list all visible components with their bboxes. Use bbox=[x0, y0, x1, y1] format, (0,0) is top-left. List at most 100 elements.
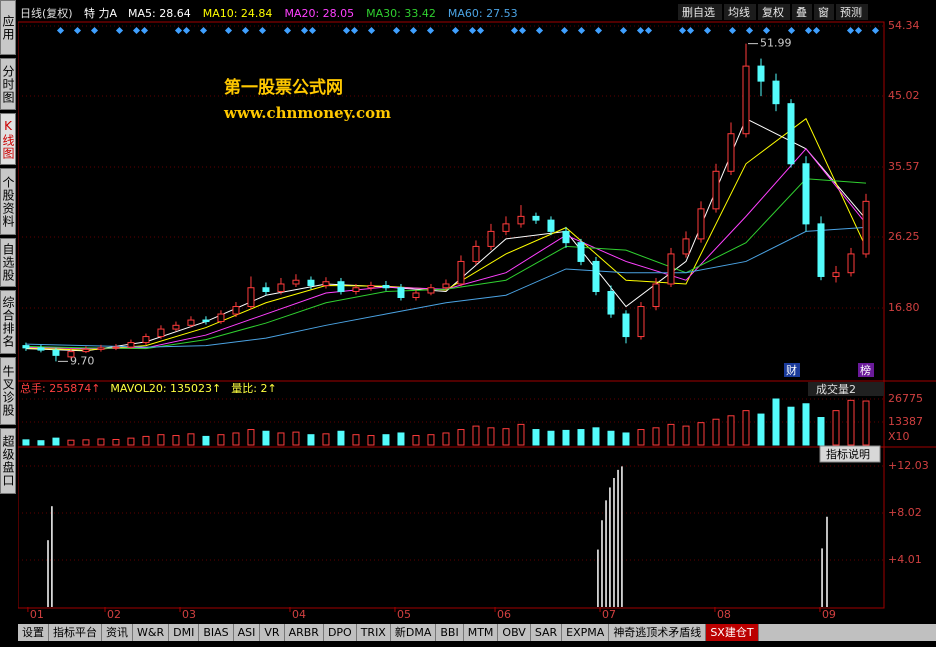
plot-frame bbox=[18, 21, 885, 609]
indicator-tab[interactable]: MTM bbox=[464, 624, 499, 641]
stock-name: 特 力A bbox=[84, 6, 117, 20]
toolbar-button-box[interactable] bbox=[792, 4, 812, 20]
indicator-tab[interactable]: 新DMA bbox=[391, 624, 437, 641]
candle-body bbox=[127, 342, 135, 348]
signal-diamond bbox=[854, 26, 863, 35]
indicator-tab[interactable]: SAR bbox=[531, 624, 563, 641]
signal-diamond bbox=[73, 26, 82, 35]
indicator-tab[interactable]: BIAS bbox=[199, 624, 234, 641]
sidebar-tab[interactable]: K线图 bbox=[0, 113, 16, 165]
volume-bar bbox=[727, 415, 735, 446]
volume-bar bbox=[577, 429, 585, 446]
candle-body bbox=[217, 313, 225, 323]
candle-body bbox=[457, 260, 465, 285]
watermark: 第一股票公式网 bbox=[224, 77, 343, 98]
sidebar-tab[interactable]: 个股资料 bbox=[0, 168, 16, 235]
candle-body bbox=[202, 319, 210, 323]
toolbar-button[interactable]: 窗 bbox=[818, 5, 829, 19]
volume-bar bbox=[592, 427, 600, 446]
volume-bar bbox=[352, 434, 360, 446]
toolbar-button-box[interactable] bbox=[724, 4, 756, 20]
indicator-button-box[interactable] bbox=[819, 445, 881, 463]
low-label: 9.70 bbox=[70, 354, 95, 367]
indicator-tab[interactable]: 资讯 bbox=[102, 624, 133, 641]
indicator-tab[interactable]: W&R bbox=[133, 624, 170, 641]
toolbar-button[interactable]: 删自选 bbox=[682, 6, 715, 19]
signal-diamond bbox=[342, 26, 351, 35]
toolbar-button-box[interactable] bbox=[758, 4, 790, 20]
candle-body bbox=[817, 223, 825, 277]
signal-diamond bbox=[812, 26, 821, 35]
sidebar-tab[interactable]: 自选股 bbox=[0, 238, 16, 287]
x-tick-label: 05 bbox=[397, 608, 411, 621]
volume-bar bbox=[22, 439, 30, 446]
signal-diamond bbox=[392, 26, 401, 35]
indicator-button[interactable]: 指标说明 bbox=[826, 447, 870, 461]
candle-body bbox=[577, 242, 585, 262]
volume-bar bbox=[772, 398, 780, 446]
sidebar-tab[interactable]: 超级盘口 bbox=[0, 428, 16, 494]
candle-body bbox=[772, 80, 780, 105]
volume-bar bbox=[367, 435, 375, 446]
indicator-tab[interactable]: 指标平台 bbox=[49, 624, 102, 641]
signal-diamond bbox=[224, 26, 233, 35]
volume-bar bbox=[442, 432, 450, 446]
indicator-tab[interactable]: ARBR bbox=[285, 624, 324, 641]
sidebar: 应用分时图 K线图个股资料自选股综合排名牛叉诊股超级盘口 bbox=[0, 0, 17, 647]
signal-diamond bbox=[535, 26, 544, 35]
candle-body bbox=[742, 65, 750, 135]
x-tick-label: 08 bbox=[717, 608, 731, 621]
indicator-tab[interactable]: TRIX bbox=[357, 624, 391, 641]
indicator-tab[interactable]: ASI bbox=[234, 624, 261, 641]
sidebar-tab[interactable]: 牛叉诊股 bbox=[0, 357, 16, 425]
indicator-tab[interactable]: VR bbox=[260, 624, 285, 641]
candle-body bbox=[322, 281, 330, 286]
signal-diamond bbox=[367, 26, 376, 35]
tab-bar: 设置 指标平台 资讯 W&R DMI BIAS ASI VR ARBR DPO TRIX 新DMA BB… bbox=[18, 624, 936, 641]
volume-bar bbox=[217, 434, 225, 446]
volume-bar bbox=[322, 433, 330, 446]
volume-dropdown[interactable]: 成交量2 bbox=[816, 382, 856, 396]
indicator-tab[interactable]: EXPMA bbox=[562, 624, 610, 641]
indicator-tab[interactable]: DMI bbox=[169, 624, 200, 641]
toolbar-button[interactable]: 复权 bbox=[762, 5, 784, 19]
toolbar-button-box[interactable] bbox=[814, 4, 834, 20]
y-tick-label: 26775 bbox=[888, 392, 923, 405]
signal-diamond bbox=[468, 26, 477, 35]
sidebar-tab[interactable]: 应用 bbox=[0, 0, 16, 55]
volume-bar bbox=[232, 432, 240, 446]
toolbar-button[interactable]: 叠 bbox=[796, 6, 807, 19]
toolbar-button-box[interactable] bbox=[836, 4, 868, 20]
indicator-tab[interactable]: SX建仓T bbox=[706, 624, 759, 641]
sidebar-tab[interactable]: 综合排名 bbox=[0, 290, 16, 354]
toolbar-button[interactable]: 均线 bbox=[728, 5, 750, 19]
signal-diamond bbox=[728, 26, 737, 35]
dropdown[interactable] bbox=[808, 382, 884, 396]
indicator-tab[interactable]: 神奇逃顶术矛盾线 bbox=[609, 624, 707, 641]
candle-body bbox=[652, 283, 660, 308]
volume-bar bbox=[742, 410, 750, 446]
signal-diamond bbox=[308, 26, 317, 35]
candle-body bbox=[82, 348, 90, 353]
candle-body bbox=[277, 283, 285, 292]
volume-bar bbox=[682, 425, 690, 446]
candle-body bbox=[247, 287, 255, 308]
toolbar-button[interactable]: 预测 bbox=[840, 6, 862, 19]
indicator-tab[interactable]: DPO bbox=[324, 624, 357, 641]
marker: 榜 bbox=[860, 363, 871, 377]
volume-header: MAVOL20: 135023↑ bbox=[110, 382, 221, 395]
toolbar-button-box[interactable] bbox=[678, 4, 722, 20]
indicator-tab[interactable]: BBI bbox=[436, 624, 464, 641]
candle-body bbox=[607, 290, 615, 315]
candle-body bbox=[667, 253, 675, 285]
volume-bar bbox=[67, 439, 75, 446]
y-tick-label: 16.80 bbox=[888, 301, 920, 314]
candle-body bbox=[682, 238, 690, 255]
candle-body bbox=[382, 284, 390, 289]
indicator-tab[interactable]: 设置 bbox=[18, 624, 49, 641]
volume-bar bbox=[82, 439, 90, 446]
sidebar-tab[interactable]: 分时图 bbox=[0, 58, 16, 110]
volume-bar bbox=[472, 425, 480, 446]
indicator-tab[interactable]: OBV bbox=[498, 624, 531, 641]
